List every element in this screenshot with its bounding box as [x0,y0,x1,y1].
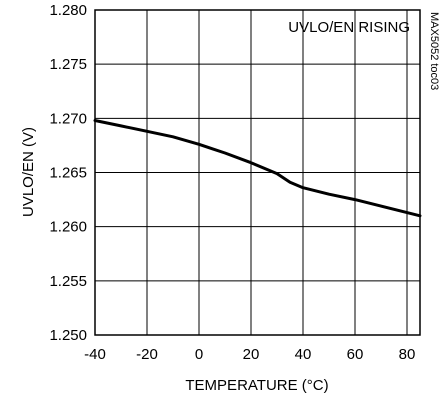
y-tick-labels: 1.250 1.255 1.260 1.265 1.270 1.275 1.280 [49,2,87,344]
grid [95,10,420,335]
x-tick-label: -40 [84,346,106,363]
y-tick-label: 1.260 [49,219,87,236]
x-tick-label: 20 [243,346,260,363]
plot-frame [94,9,421,336]
y-tick-label: 1.275 [49,56,87,73]
y-tick-label: 1.250 [49,327,87,344]
y-tick-label: 1.280 [49,2,87,19]
series-line [93,119,422,218]
x-axis-title: TEMPERATURE (°C) [185,377,328,394]
figure-id-label: MAX5052 toc03 [428,12,439,90]
x-tick-labels: -40 -20 0 20 40 60 80 [84,346,415,363]
annotation-label: UVLO/EN RISING [288,19,410,36]
x-tick-label: 40 [295,346,312,363]
x-tick-label: 0 [195,346,203,363]
y-tick-label: 1.265 [49,165,87,182]
x-tick-label: 60 [347,346,364,363]
y-tick-label: 1.255 [49,273,87,290]
y-tick-label: 1.270 [49,110,87,127]
y-axis-title: UVLO/EN (V) [20,127,37,217]
x-tick-label: -20 [136,346,158,363]
x-tick-label: 80 [399,346,416,363]
